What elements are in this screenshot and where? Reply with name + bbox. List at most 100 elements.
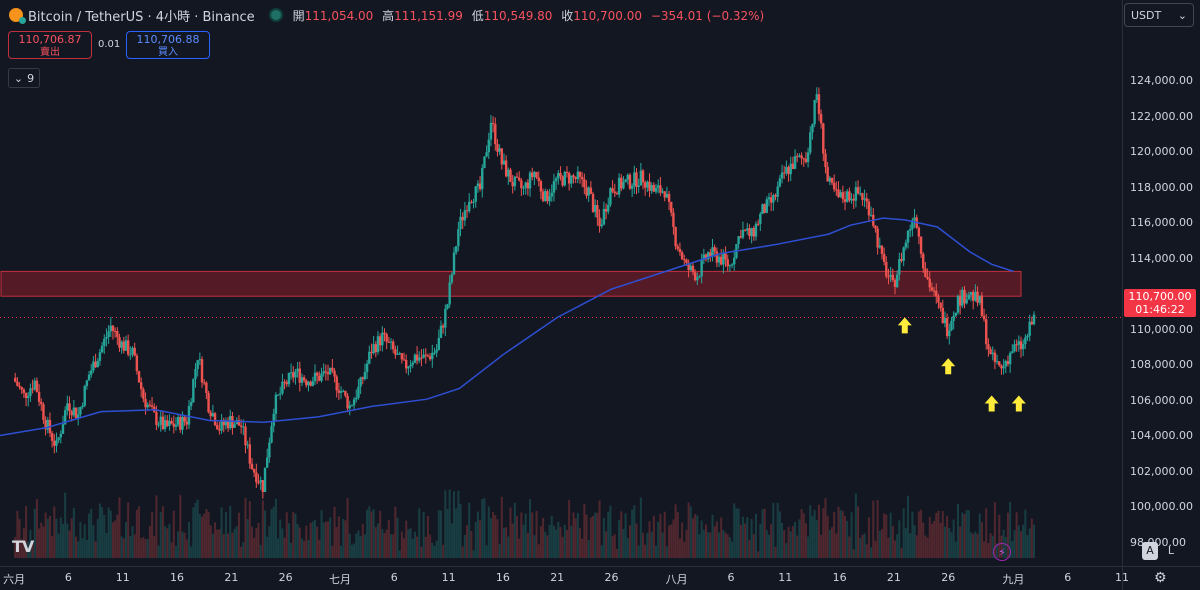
candle[interactable] [661, 188, 664, 194]
candle[interactable] [307, 380, 310, 392]
candle[interactable] [400, 353, 404, 364]
candle[interactable] [828, 175, 832, 186]
candle[interactable] [287, 372, 291, 388]
candle[interactable] [198, 352, 202, 366]
candle[interactable] [187, 400, 191, 429]
candle[interactable] [887, 268, 890, 285]
candle[interactable] [850, 193, 853, 204]
candle[interactable] [276, 394, 280, 396]
candle[interactable] [954, 312, 958, 317]
candle[interactable] [615, 191, 619, 195]
candle[interactable] [767, 193, 771, 207]
candle[interactable] [639, 162, 643, 186]
candle[interactable] [331, 359, 334, 373]
candle[interactable] [476, 180, 480, 193]
candle[interactable] [789, 156, 792, 182]
candle[interactable] [998, 361, 1001, 367]
candle[interactable] [565, 166, 569, 178]
candle[interactable] [478, 176, 482, 192]
candle[interactable] [352, 396, 356, 411]
candle[interactable] [698, 274, 701, 279]
candle[interactable] [37, 384, 41, 407]
candle[interactable] [861, 192, 864, 206]
candle[interactable] [328, 367, 332, 376]
candle[interactable] [168, 414, 171, 431]
candle[interactable] [342, 389, 345, 393]
candle[interactable] [124, 335, 128, 352]
candle[interactable] [461, 212, 464, 230]
candle[interactable] [930, 282, 934, 292]
candle[interactable] [491, 116, 495, 133]
candle[interactable] [1017, 335, 1021, 352]
candle[interactable] [687, 259, 690, 278]
lightning-icon[interactable]: ⚡ [993, 543, 1011, 561]
candle[interactable] [413, 353, 417, 364]
candle[interactable] [872, 207, 875, 228]
candle[interactable] [94, 353, 97, 368]
candle[interactable] [567, 171, 571, 191]
candle[interactable] [752, 226, 755, 241]
candle[interactable] [350, 404, 354, 407]
candle[interactable] [396, 345, 399, 355]
candle[interactable] [772, 193, 775, 211]
candle[interactable] [978, 295, 981, 306]
candle[interactable] [628, 173, 632, 190]
candle[interactable] [285, 379, 288, 388]
candle[interactable] [548, 188, 551, 206]
candle[interactable] [650, 182, 653, 194]
candle[interactable] [985, 313, 988, 350]
candle[interactable] [911, 217, 914, 237]
candle[interactable] [791, 156, 795, 170]
candle[interactable] [398, 351, 401, 356]
candle[interactable] [29, 383, 32, 402]
candle[interactable] [437, 329, 441, 351]
candle[interactable] [365, 359, 369, 380]
candle[interactable] [720, 248, 723, 266]
candle[interactable] [359, 376, 362, 395]
candle[interactable] [724, 246, 727, 268]
candle[interactable] [196, 360, 199, 377]
candle[interactable] [385, 332, 388, 350]
candle[interactable] [1015, 339, 1018, 352]
candle[interactable] [394, 345, 397, 359]
candle[interactable] [793, 149, 797, 170]
candle[interactable] [402, 352, 406, 361]
candle[interactable] [839, 189, 842, 198]
sell-button[interactable]: 110,706.87 賣出 [8, 31, 92, 59]
candle[interactable] [1004, 359, 1007, 374]
candle[interactable] [468, 193, 471, 214]
candle[interactable] [852, 194, 855, 209]
candle[interactable] [107, 325, 110, 344]
candle[interactable] [748, 224, 751, 240]
candle[interactable] [785, 160, 788, 176]
candle[interactable] [450, 272, 454, 285]
candle[interactable] [368, 345, 371, 365]
candle[interactable] [717, 254, 721, 267]
candle[interactable] [928, 271, 931, 292]
candle[interactable] [835, 181, 838, 196]
candle[interactable] [463, 202, 467, 227]
candle[interactable] [474, 185, 477, 208]
candle[interactable] [830, 177, 834, 186]
candle[interactable] [31, 379, 34, 394]
candle[interactable] [798, 153, 801, 158]
candle[interactable] [200, 356, 204, 388]
candle[interactable] [33, 377, 36, 391]
candle[interactable] [600, 218, 603, 229]
candle[interactable] [383, 328, 386, 342]
candle[interactable] [670, 201, 673, 217]
candle[interactable] [98, 348, 102, 366]
symbol-title[interactable]: Bitcoin / TetherUS · 4小時 · Binance [28, 9, 255, 25]
candle[interactable] [472, 198, 475, 209]
candle[interactable] [387, 336, 391, 344]
candle[interactable] [800, 152, 803, 165]
candle[interactable] [626, 173, 629, 185]
candle[interactable] [487, 132, 490, 159]
candle[interactable] [939, 302, 942, 312]
candle[interactable] [693, 269, 697, 282]
candle[interactable] [224, 417, 228, 430]
candle[interactable] [531, 167, 534, 181]
candle[interactable] [885, 256, 888, 279]
candle[interactable] [741, 221, 745, 240]
